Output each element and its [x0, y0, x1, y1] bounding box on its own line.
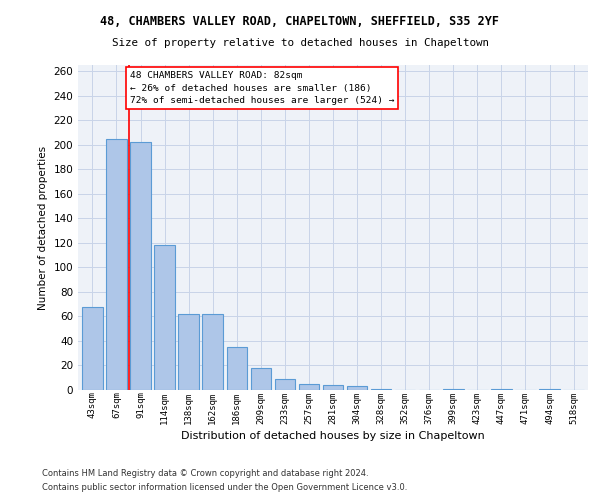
- Text: 48 CHAMBERS VALLEY ROAD: 82sqm
← 26% of detached houses are smaller (186)
72% of: 48 CHAMBERS VALLEY ROAD: 82sqm ← 26% of …: [130, 71, 394, 105]
- Bar: [299, 384, 319, 390]
- Bar: [82, 306, 103, 390]
- Y-axis label: Number of detached properties: Number of detached properties: [38, 146, 48, 310]
- Bar: [202, 314, 223, 390]
- Text: 48, CHAMBERS VALLEY ROAD, CHAPELTOWN, SHEFFIELD, S35 2YF: 48, CHAMBERS VALLEY ROAD, CHAPELTOWN, SH…: [101, 15, 499, 28]
- Bar: [130, 142, 151, 390]
- Text: Size of property relative to detached houses in Chapeltown: Size of property relative to detached ho…: [112, 38, 488, 48]
- Bar: [275, 379, 295, 390]
- Text: Contains public sector information licensed under the Open Government Licence v3: Contains public sector information licen…: [42, 484, 407, 492]
- Bar: [491, 389, 512, 390]
- Text: Contains HM Land Registry data © Crown copyright and database right 2024.: Contains HM Land Registry data © Crown c…: [42, 468, 368, 477]
- Bar: [154, 246, 175, 390]
- Bar: [323, 385, 343, 390]
- Bar: [227, 347, 247, 390]
- X-axis label: Distribution of detached houses by size in Chapeltown: Distribution of detached houses by size …: [181, 430, 485, 440]
- Bar: [106, 138, 127, 390]
- Bar: [178, 314, 199, 390]
- Bar: [539, 389, 560, 390]
- Bar: [443, 389, 464, 390]
- Bar: [371, 389, 391, 390]
- Bar: [347, 386, 367, 390]
- Bar: [251, 368, 271, 390]
